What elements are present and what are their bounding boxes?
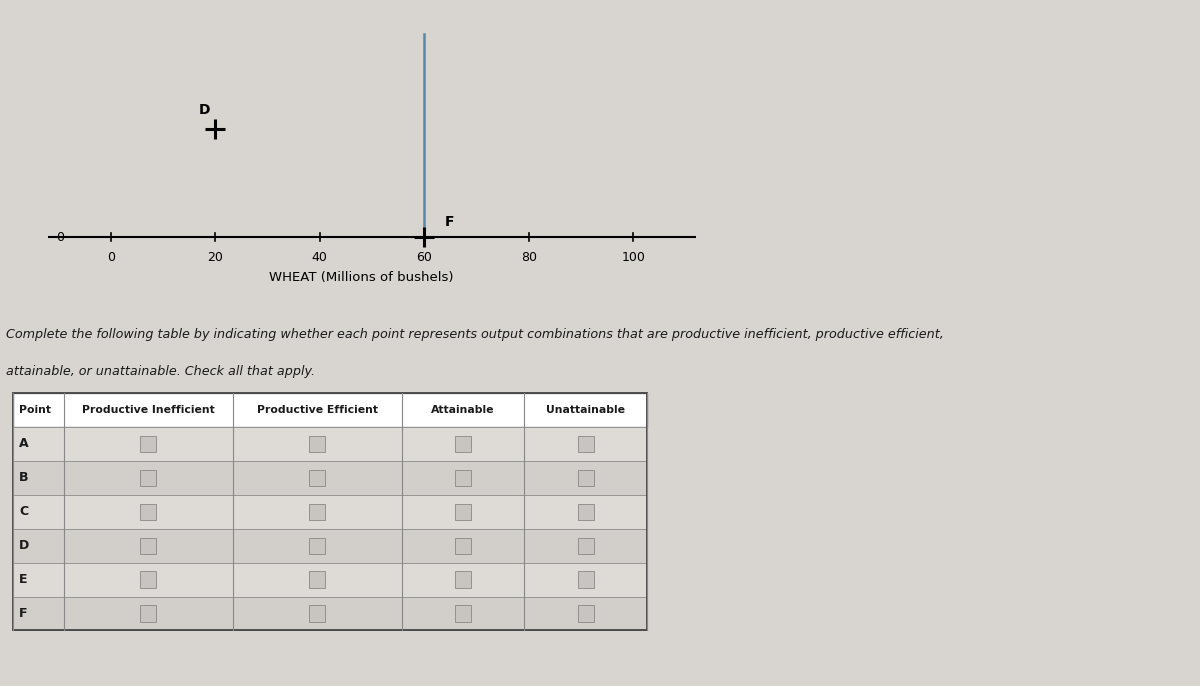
- Text: 20: 20: [208, 251, 223, 263]
- Text: WHEAT (Millions of bushels): WHEAT (Millions of bushels): [269, 271, 454, 284]
- Text: 0: 0: [55, 230, 64, 244]
- Text: Productive Inefficient: Productive Inefficient: [82, 405, 215, 415]
- Text: D: D: [198, 103, 210, 117]
- Bar: [13, 495, 647, 529]
- Bar: [140, 470, 156, 486]
- Bar: [577, 606, 594, 622]
- Bar: [13, 563, 647, 597]
- Text: Unattainable: Unattainable: [546, 405, 625, 415]
- Text: Complete the following table by indicating whether each point represents output : Complete the following table by indicati…: [6, 328, 943, 340]
- Bar: [310, 436, 325, 452]
- Text: A: A: [19, 438, 29, 451]
- Bar: [455, 504, 472, 520]
- Text: Point: Point: [19, 405, 50, 415]
- Bar: [140, 436, 156, 452]
- Text: 0: 0: [107, 251, 115, 263]
- Text: F: F: [19, 607, 28, 620]
- Bar: [310, 571, 325, 588]
- Bar: [577, 504, 594, 520]
- Bar: [140, 538, 156, 554]
- Bar: [140, 571, 156, 588]
- Bar: [577, 571, 594, 588]
- Bar: [140, 606, 156, 622]
- Text: 100: 100: [622, 251, 646, 263]
- Bar: [577, 538, 594, 554]
- Bar: [310, 470, 325, 486]
- Text: B: B: [19, 471, 29, 484]
- Bar: [455, 571, 472, 588]
- Bar: [455, 538, 472, 554]
- Text: E: E: [19, 573, 28, 586]
- Bar: [13, 461, 647, 495]
- Bar: [13, 597, 647, 630]
- Bar: [455, 470, 472, 486]
- Bar: [577, 436, 594, 452]
- Text: Productive Efficient: Productive Efficient: [257, 405, 378, 415]
- Text: 80: 80: [521, 251, 536, 263]
- Text: attainable, or unattainable. Check all that apply.: attainable, or unattainable. Check all t…: [6, 365, 314, 378]
- Text: Attainable: Attainable: [432, 405, 494, 415]
- Bar: [140, 504, 156, 520]
- Bar: [455, 436, 472, 452]
- Bar: [577, 470, 594, 486]
- Text: 60: 60: [416, 251, 432, 263]
- Text: F: F: [445, 215, 455, 229]
- Text: C: C: [19, 505, 28, 518]
- Text: 40: 40: [312, 251, 328, 263]
- Text: D: D: [19, 539, 29, 552]
- Bar: [13, 427, 647, 461]
- Bar: [310, 606, 325, 622]
- Bar: [13, 529, 647, 563]
- Bar: [13, 393, 647, 630]
- Bar: [13, 393, 647, 427]
- Bar: [310, 504, 325, 520]
- Bar: [310, 538, 325, 554]
- Bar: [455, 606, 472, 622]
